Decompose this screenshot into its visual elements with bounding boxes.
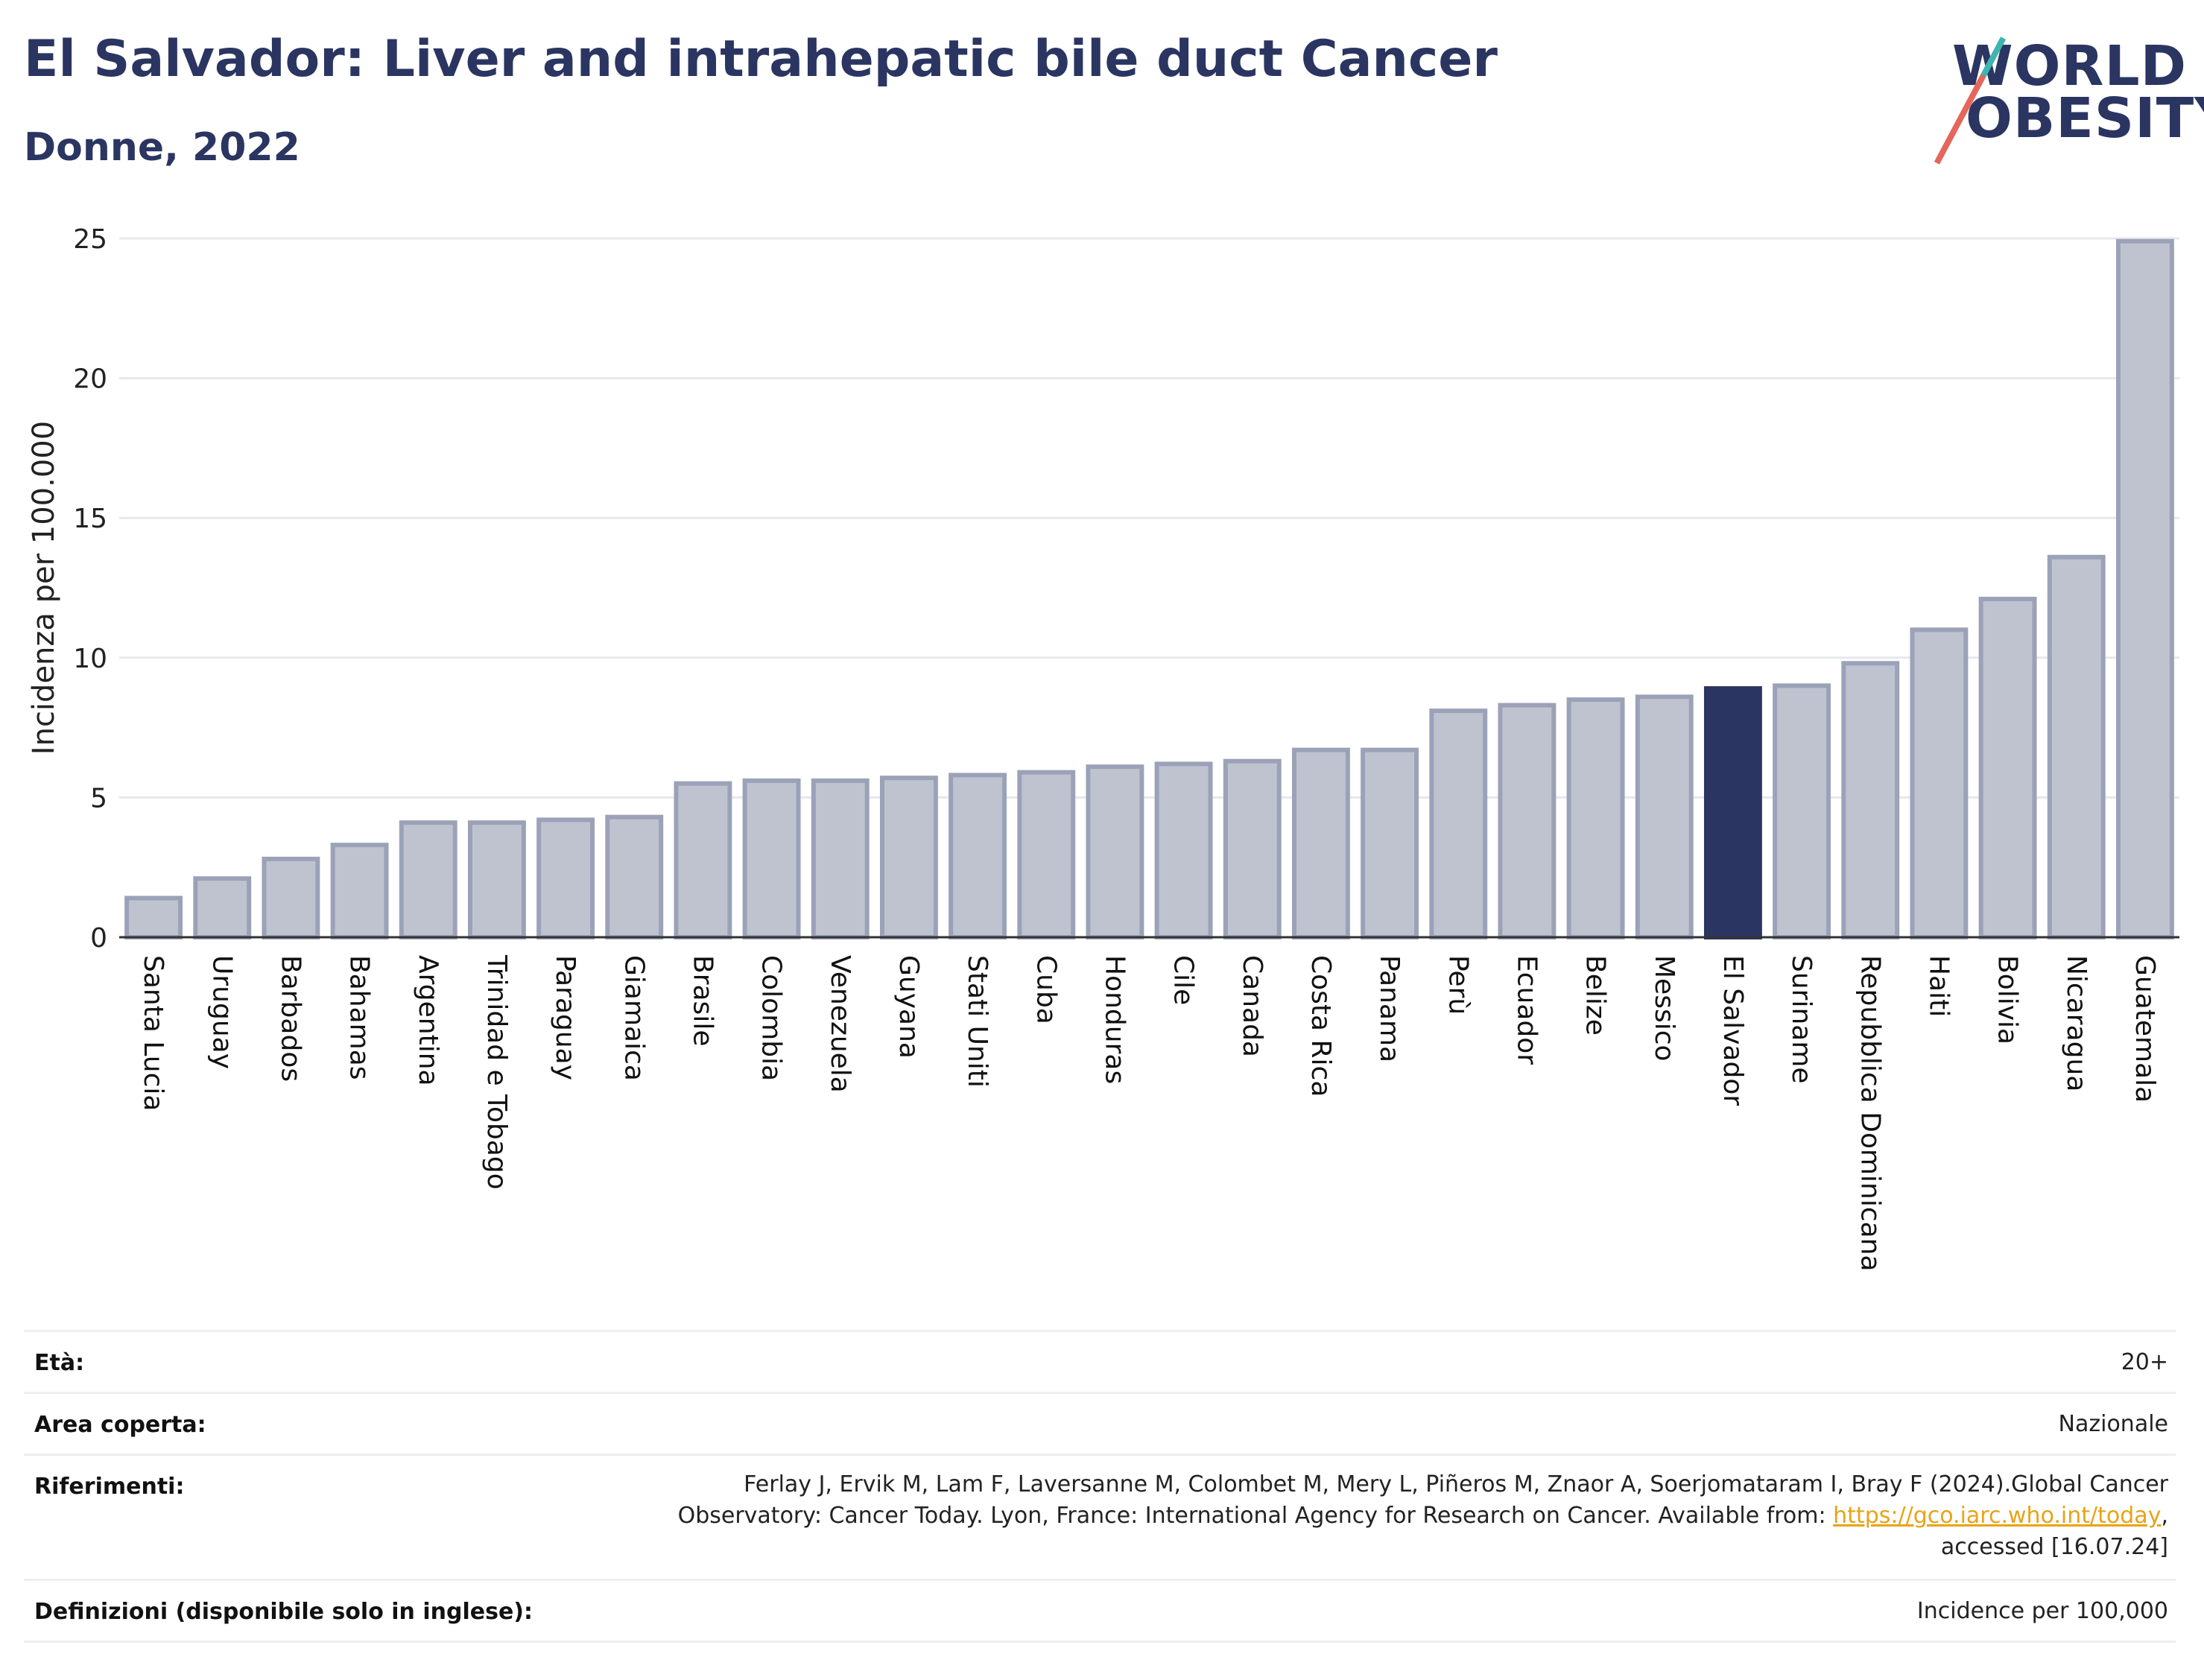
- bar: [1910, 627, 1969, 940]
- x-tick-label: Venezuela: [825, 955, 855, 1093]
- bar: [2115, 238, 2174, 939]
- references-line-2: Observatory: Cancer Today. Lyon, France:…: [678, 1500, 2168, 1532]
- bar: [262, 856, 320, 939]
- bar: [1566, 697, 1625, 940]
- bar: [124, 896, 183, 940]
- area-label: Area coperta:: [34, 1412, 206, 1438]
- y-axis-label: Incidenza per 100.000: [27, 421, 61, 755]
- x-tick-label: Ecuador: [1511, 955, 1542, 1065]
- references-comma: ,: [2161, 1503, 2168, 1529]
- references-text: Observatory: Cancer Today. Lyon, France:…: [677, 1503, 1834, 1529]
- bar: [1773, 683, 1831, 939]
- x-tick-label: Costa Rica: [1305, 955, 1336, 1097]
- bar: [1154, 761, 1213, 939]
- y-tick-label: 20: [73, 364, 107, 395]
- bar: [949, 773, 1007, 940]
- x-tick-label: Nicaragua: [2061, 955, 2091, 1091]
- references-link[interactable]: https://gco.iarc.who.int/today: [1833, 1503, 2162, 1529]
- x-tick-label: Stati Uniti: [962, 955, 992, 1088]
- definitions-label: Definizioni (disponibile solo in inglese…: [34, 1599, 533, 1625]
- x-tick-label: Suriname: [1786, 955, 1817, 1084]
- bar: [605, 814, 664, 939]
- world-obesity-logo: WORLD OBESITY: [1934, 22, 2204, 165]
- bar: [330, 843, 389, 939]
- y-tick-label: 25: [73, 224, 107, 255]
- x-tick-label: Perù: [1443, 955, 1473, 1015]
- x-tick-label: Uruguay: [206, 955, 237, 1069]
- y-tick-label: 5: [90, 783, 107, 814]
- bar: [674, 781, 732, 940]
- bar-chart: 0 5 10 15 20 25 Incidenza per 100.000 Santa Luc…: [27, 224, 2179, 1272]
- y-tick-label: 10: [73, 644, 107, 674]
- bar: [193, 876, 252, 940]
- bar: [536, 817, 595, 940]
- references-value: Ferlay J, Ervik M, Lam F, Laversanne M, …: [678, 1469, 2168, 1563]
- x-tick-label: Bolivia: [1992, 955, 2023, 1045]
- x-tick-label: Guyana: [893, 955, 924, 1059]
- bar: [399, 820, 457, 939]
- bar: [2047, 554, 2106, 940]
- y-tick-label: 0: [90, 923, 107, 954]
- info-row-area: Area coperta: Nazionale: [24, 1394, 2176, 1456]
- definitions-value: Incidence per 100,000: [1916, 1598, 2168, 1624]
- x-tick-label: Giamaica: [618, 955, 649, 1081]
- bar: [1429, 709, 1488, 939]
- logo-word-obesity: OBESITY: [1966, 86, 2204, 150]
- info-row-definitions: Definizioni (disponibile solo in inglese…: [24, 1581, 2176, 1643]
- x-tick-label: Trinidad e Tobago: [481, 954, 512, 1190]
- x-tick-label: Brasile: [687, 955, 718, 1046]
- references-line-1: Ferlay J, Ervik M, Lam F, Laversanne M, …: [744, 1471, 2168, 1497]
- x-tick-label: Cile: [1168, 955, 1199, 1005]
- bar: [811, 778, 870, 939]
- bar: [1223, 758, 1282, 940]
- chart-title: El Salvador: Liver and intrahepatic bile…: [24, 30, 1498, 89]
- info-table: Età: 20+ Area coperta: Nazionale Riferim…: [24, 1330, 2176, 1645]
- info-row-references: Riferimenti: Ferlay J, Ervik M, Lam F, L…: [24, 1456, 2176, 1581]
- x-tick-label: Messico: [1649, 955, 1679, 1062]
- bar: [1086, 764, 1144, 940]
- bar: [1291, 747, 1350, 940]
- x-tick-label: El Salvador: [1717, 955, 1748, 1106]
- age-label: Età:: [34, 1350, 85, 1376]
- references-label: Riferimenti:: [34, 1474, 185, 1500]
- x-tick-label: Belize: [1580, 955, 1611, 1036]
- bar: [1361, 747, 1419, 940]
- references-line-3: accessed [16.07.24]: [1940, 1534, 2168, 1560]
- x-tick-label: Repubblica Dominicana: [1855, 955, 1885, 1272]
- x-tick-label: Colombia: [756, 955, 787, 1081]
- x-tick-label: Santa Lucia: [138, 955, 168, 1111]
- bar-highlight: [1703, 686, 1762, 940]
- bar: [467, 820, 526, 939]
- bar: [1017, 770, 1076, 939]
- area-value: Nazionale: [2058, 1411, 2168, 1437]
- info-row-age: Età: 20+: [24, 1332, 2176, 1394]
- x-tick-label: Argentina: [413, 955, 443, 1086]
- bar: [1841, 661, 1900, 940]
- age-value: 20+: [2121, 1349, 2168, 1375]
- x-tick-label: Barbados: [275, 955, 305, 1082]
- x-tick-label: Honduras: [1099, 955, 1130, 1084]
- bar: [742, 778, 801, 939]
- y-tick-label: 15: [73, 504, 107, 534]
- bar: [1978, 597, 2037, 939]
- chart-subtitle: Donne, 2022: [24, 125, 300, 170]
- x-tick-label: Paraguay: [550, 955, 580, 1080]
- bar: [879, 776, 938, 939]
- bar: [1635, 694, 1694, 939]
- x-tick-label: Panama: [1374, 955, 1405, 1062]
- x-tick-label: Cuba: [1030, 955, 1061, 1024]
- x-tick-label: Guatemala: [2129, 955, 2160, 1103]
- x-tick-label: Canada: [1237, 955, 1267, 1057]
- bar: [1498, 703, 1557, 939]
- x-tick-label: Haiti: [1923, 955, 1954, 1017]
- x-tick-label: Bahamas: [344, 955, 375, 1080]
